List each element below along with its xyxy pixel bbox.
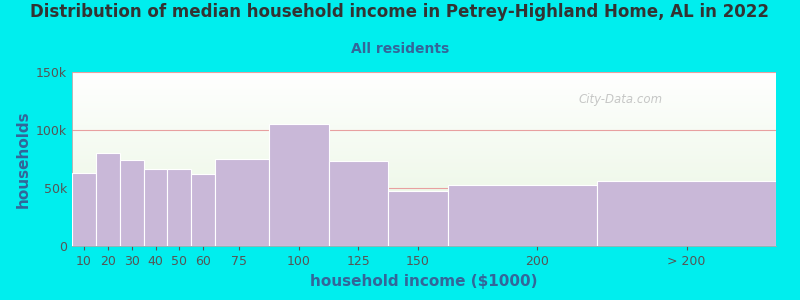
- Bar: [96, 153, 120, 246]
- Bar: [448, 184, 597, 246]
- Bar: [191, 174, 215, 246]
- Text: City-Data.com: City-Data.com: [579, 93, 663, 106]
- Bar: [269, 124, 329, 246]
- Bar: [120, 160, 143, 246]
- Y-axis label: households: households: [15, 110, 30, 208]
- Bar: [72, 173, 96, 246]
- Bar: [329, 161, 388, 246]
- Text: Distribution of median household income in Petrey-Highland Home, AL in 2022: Distribution of median household income …: [30, 3, 770, 21]
- Text: All residents: All residents: [351, 42, 449, 56]
- Bar: [388, 191, 448, 246]
- Bar: [143, 169, 167, 246]
- Bar: [215, 159, 269, 246]
- Bar: [597, 181, 776, 246]
- X-axis label: household income ($1000): household income ($1000): [310, 274, 538, 289]
- Bar: [167, 169, 191, 246]
